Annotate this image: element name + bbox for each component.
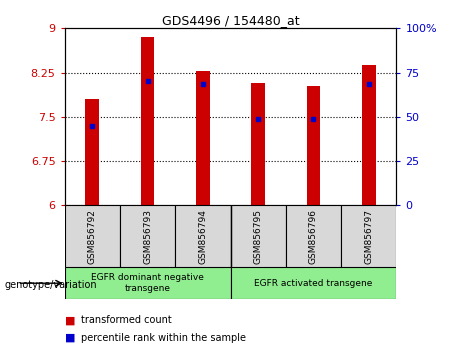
Bar [230,267,396,299]
Bar [141,37,154,205]
Bar [230,205,286,267]
Bar [65,205,120,267]
Text: GSM856793: GSM856793 [143,209,152,264]
Text: transformed count: transformed count [81,315,171,325]
Text: percentile rank within the sample: percentile rank within the sample [81,333,246,343]
Text: GSM856792: GSM856792 [88,209,97,264]
Bar [196,72,210,205]
Text: GSM856797: GSM856797 [364,209,373,264]
Text: genotype/variation: genotype/variation [5,280,97,290]
Bar [307,86,320,205]
Bar [65,267,230,299]
Bar [120,205,175,267]
Text: GSM856796: GSM856796 [309,209,318,264]
Text: GSM856795: GSM856795 [254,209,263,264]
Text: GSM856794: GSM856794 [198,209,207,264]
Title: GDS4496 / 154480_at: GDS4496 / 154480_at [162,14,299,27]
Bar [362,65,376,205]
Bar [341,205,396,267]
Text: ■: ■ [65,315,75,325]
Bar [286,205,341,267]
Text: EGFR dominant negative
transgene: EGFR dominant negative transgene [91,274,204,293]
Bar [251,83,265,205]
Text: ■: ■ [65,333,75,343]
Bar [175,205,230,267]
Bar [85,99,99,205]
Text: EGFR activated transgene: EGFR activated transgene [254,279,372,288]
